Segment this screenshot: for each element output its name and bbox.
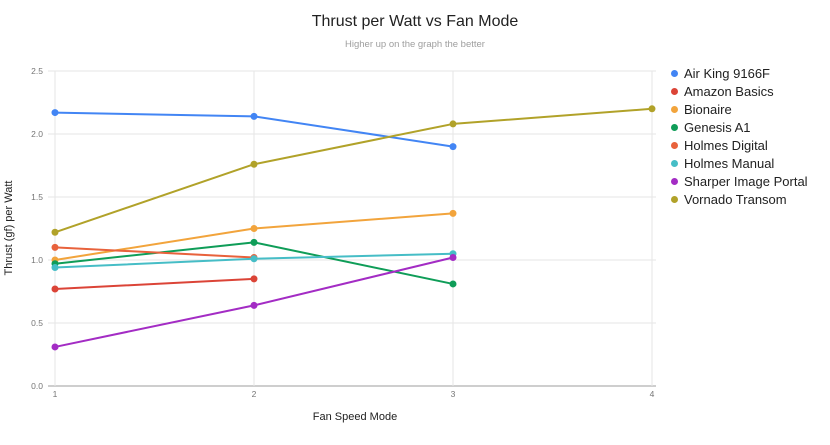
series-point-vornado-transom-3 [449,120,457,128]
series-point-sharper-image-portal-1 [51,343,59,351]
legend-label: Holmes Manual [684,155,775,171]
legend-label: Air King 9166F [684,65,770,81]
y-tick-label: 1.0 [31,255,43,265]
legend-bullet-icon [671,195,678,203]
series-point-genesis-a1-2 [250,238,258,246]
legend-bullet-icon [671,69,678,77]
legend-label: Genesis A1 [684,119,751,135]
chart-legend: Air King 9166F Amazon Basics Bionaire Genes… [671,64,808,208]
x-axis-title: Fan Speed Mode [312,411,398,423]
series-point-amazon-basics-2 [250,275,258,283]
legend-bullet-icon [671,105,678,113]
legend-item-air-king-9166f: Air King 9166F [671,64,808,82]
legend-item-holmes-digital: Holmes Digital [671,136,808,154]
legend-label: Vornado Transom [684,191,787,207]
series-point-bionaire-3 [449,209,457,217]
y-tick-label: 0.0 [31,381,43,391]
series-line-vornado-transom [54,107,653,234]
y-tick-label: 2.0 [31,129,43,139]
series-point-vornado-transom-2 [250,160,258,168]
chart-title: Thrust per Watt vs Fan Mode [311,13,519,30]
x-tick-label: 1 [53,389,58,399]
legend-item-bionaire: Bionaire [671,100,808,118]
series-point-air-king-9166f-1 [51,109,59,117]
legend-label: Bionaire [684,101,732,117]
series-point-amazon-basics-1 [51,285,59,293]
series-line-amazon-basics [54,277,255,290]
x-tick-label: 3 [451,389,456,399]
legend-item-amazon-basics: Amazon Basics [671,82,808,100]
series-point-vornado-transom-4 [648,105,656,113]
series-line-holmes-digital [54,246,255,259]
legend-bullet-icon [671,159,678,167]
legend-item-holmes-manual: Holmes Manual [671,154,808,172]
x-tick-label: 4 [650,389,655,399]
series-point-genesis-a1-3 [449,280,457,288]
y-tick-label: 2.5 [31,66,43,76]
legend-label: Holmes Digital [684,137,768,153]
x-tick-label: 2 [252,389,257,399]
legend-bullet-icon [671,123,678,131]
legend-item-genesis-a1: Genesis A1 [671,118,808,136]
legend-bullet-icon [671,87,678,95]
series-point-sharper-image-portal-2 [250,301,258,309]
legend-bullet-icon [671,177,678,185]
legend-bullet-icon [671,141,678,149]
series-point-sharper-image-portal-3 [449,253,457,261]
legend-label: Amazon Basics [684,83,774,99]
y-tick-label: 0.5 [31,318,43,328]
series-point-holmes-manual-2 [250,255,258,263]
series-point-air-king-9166f-3 [449,143,457,151]
series-point-bionaire-2 [250,225,258,232]
series-point-air-king-9166f-2 [250,112,258,120]
series-point-holmes-manual-1 [51,264,59,272]
legend-label: Sharper Image Portal [684,173,808,189]
legend-item-sharper-image-portal: Sharper Image Portal [671,172,808,190]
series-point-holmes-digital-1 [51,243,59,251]
y-tick-label: 1.5 [31,192,43,202]
chart-subtitle: Higher up on the graph the better [345,39,485,50]
legend-item-vornado-transom: Vornado Transom [671,190,808,208]
series-point-vornado-transom-1 [51,228,59,236]
